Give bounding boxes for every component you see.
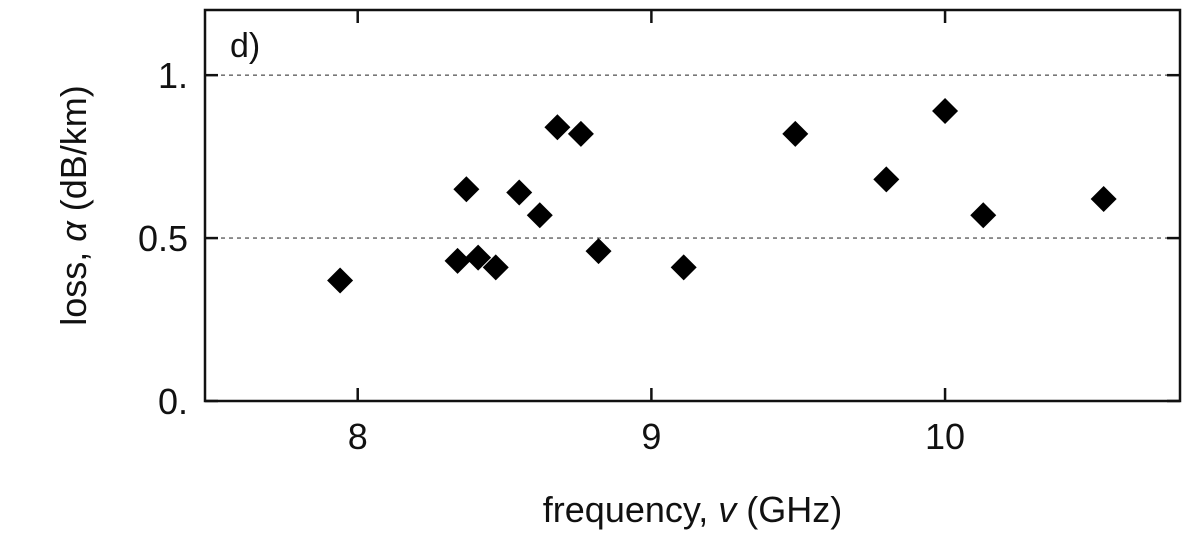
x-axis-label-suffix: (GHz) <box>746 489 842 530</box>
y-axis-label-symbol: α <box>53 220 94 242</box>
tick-layer <box>205 10 1180 403</box>
data-point-diamond <box>782 120 809 147</box>
data-point-diamond <box>327 267 354 294</box>
data-point-diamond <box>873 166 900 193</box>
data-point-diamond <box>1090 185 1117 212</box>
x-tick-label: 10 <box>925 416 965 457</box>
data-point-diamond <box>670 254 697 281</box>
y-tick-label: 0.5 <box>138 218 188 259</box>
data-point-diamond <box>506 179 533 206</box>
x-tick-label: 8 <box>348 416 368 457</box>
x-axis-label: frequency, v (GHz) <box>543 489 842 530</box>
data-point-diamond <box>585 238 612 265</box>
y-axis-label-prefix: loss, <box>53 242 94 326</box>
data-points <box>327 98 1117 294</box>
data-point-diamond <box>544 114 571 141</box>
data-point-diamond <box>444 247 471 274</box>
axis-tick-labels: 8 9 10 0. 0.5 1. <box>138 55 965 457</box>
x-axis-label-prefix: frequency, <box>543 489 718 530</box>
data-point-diamond <box>465 244 492 271</box>
plot-frame <box>203 8 1182 403</box>
data-point-diamond <box>932 98 959 125</box>
data-point-diamond <box>482 254 509 281</box>
x-tick-label: 9 <box>641 416 661 457</box>
x-axis-label-symbol: v <box>718 489 738 530</box>
grid-layer <box>205 74 1180 239</box>
y-axis-label: loss, α (dB/km) <box>53 85 94 326</box>
y-tick-label: 0. <box>158 381 188 422</box>
y-tick-label: 1. <box>158 55 188 96</box>
panel-label: d) <box>230 27 260 65</box>
data-point-diamond <box>970 202 997 229</box>
data-point-diamond <box>526 202 553 229</box>
data-point-diamond <box>453 176 480 203</box>
data-point-diamond <box>567 120 594 147</box>
y-axis-label-suffix: (dB/km) <box>53 85 94 211</box>
